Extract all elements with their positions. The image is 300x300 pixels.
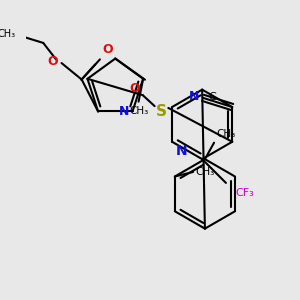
Text: C: C [208,92,216,102]
Text: O: O [47,55,58,68]
Text: CH₃: CH₃ [195,167,214,177]
Text: N: N [189,90,199,103]
Text: N: N [176,144,188,158]
Text: O: O [130,82,140,94]
Text: O: O [103,43,113,56]
Text: CF₃: CF₃ [235,188,254,198]
Text: CH₃: CH₃ [0,29,16,39]
Text: CH₃: CH₃ [129,106,148,116]
Text: S: S [155,104,167,119]
Text: CH₃: CH₃ [216,129,235,139]
Text: N: N [118,105,129,118]
